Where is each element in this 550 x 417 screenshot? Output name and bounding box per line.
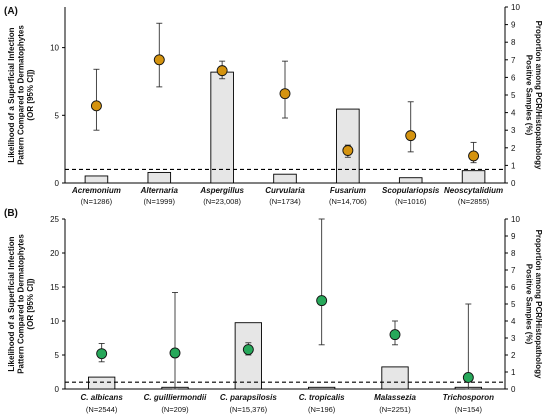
right-tick-label: 3 (511, 126, 516, 135)
right-tick-label: 7 (511, 266, 516, 275)
chart-panel-b: (B) 0 5 10 15 20 25 0 1 2 3 4 5 6 7 8 9 10 C. albicans C. g… (4, 208, 543, 414)
bar (147, 171, 172, 184)
bar (84, 175, 109, 184)
right-tick-label: 2 (511, 144, 516, 153)
right-axis-title-line: Proportion among PCR/Histopathology (534, 21, 543, 170)
category-label: Trichosporon (443, 393, 495, 402)
category-label: Neoscytalidium (444, 186, 503, 195)
left-tick-label: 5 (55, 351, 60, 360)
right-tick-label: 8 (511, 249, 516, 258)
or-marker (242, 344, 254, 356)
left-axis-title-line: Likelihood of a Superficial Infection (7, 27, 16, 162)
sample-size-label: (N=14,706) (329, 197, 367, 206)
category-label: Fusarium (330, 186, 366, 195)
or-marker (169, 347, 181, 359)
sample-size-label: (N=15,376) (229, 405, 267, 414)
right-axis-title: Proportion among PCR/HistopathologyPosit… (525, 230, 544, 379)
category-label: Alternaria (140, 186, 179, 195)
category-label: Scopulariopsis (382, 186, 440, 195)
left-tick-label: 10 (50, 317, 59, 326)
or-marker (342, 145, 354, 156)
or-marker (468, 150, 480, 162)
left-tick-label: 10 (50, 44, 59, 53)
or-marker (316, 295, 328, 307)
left-axis-title-line: Pattern Compared to Dermatophytes (17, 25, 26, 165)
right-tick-label: 6 (511, 73, 516, 82)
or-marker (90, 100, 102, 112)
bar (273, 173, 297, 184)
category-label: Aspergillus (199, 186, 244, 195)
sample-size-label: (N=196) (308, 405, 336, 414)
or-marker (96, 348, 108, 360)
category-label: C. guilliermondii (144, 393, 207, 402)
right-tick-label: 8 (511, 38, 516, 47)
left-axis-title-line: Likelihood of a Superficial Infection (7, 236, 16, 371)
or-marker (462, 371, 474, 383)
right-tick-label: 0 (511, 385, 516, 394)
sample-size-label: (N=1286) (81, 197, 113, 206)
left-axis-title-line: Pattern Compared to Dermatophytes (17, 234, 26, 374)
or-marker (405, 130, 417, 142)
right-tick-label: 5 (511, 300, 516, 309)
left-tick-label: 0 (55, 179, 60, 188)
panel-label: (A) (4, 6, 18, 17)
right-tick-label: 3 (511, 334, 516, 343)
right-tick-label: 0 (511, 179, 516, 188)
right-tick-label: 10 (511, 215, 520, 224)
right-tick-label: 5 (511, 91, 516, 100)
chart-panel-a: (A) 0 5 10 0 1 2 3 4 5 6 7 8 9 10 Acremonium Alternaria A… (4, 3, 543, 206)
right-tick-label: 10 (511, 3, 520, 12)
sample-size-label: (N=1016) (395, 197, 427, 206)
left-tick-label: 5 (55, 111, 60, 120)
right-axis-title-line: Proportion among PCR/Histopathology (534, 230, 543, 379)
or-marker (153, 54, 165, 66)
panel-label: (B) (4, 208, 18, 219)
bar (381, 366, 409, 390)
category-label: C. albicans (81, 393, 124, 402)
left-tick-label: 0 (55, 385, 60, 394)
left-axis-title: Likelihood of a Superficial InfectionPat… (7, 25, 35, 165)
category-label: Acremonium (71, 186, 121, 195)
bar (461, 170, 486, 184)
bar (234, 322, 262, 390)
bar (210, 71, 234, 184)
right-tick-label: 1 (511, 368, 516, 377)
sample-size-label: (N=209) (161, 405, 189, 414)
category-label: C. tropicalis (299, 393, 345, 402)
or-marker (389, 329, 401, 341)
right-axis-title: Proportion among PCR/HistopathologyPosit… (525, 21, 544, 170)
right-tick-label: 9 (511, 21, 516, 30)
bar (398, 177, 423, 184)
right-tick-label: 2 (511, 351, 516, 360)
sample-size-label: (N=2544) (86, 405, 118, 414)
right-tick-label: 7 (511, 56, 516, 65)
sample-size-label: (N=2251) (379, 405, 411, 414)
sample-size-label: (N=23,008) (203, 197, 241, 206)
bar (308, 386, 336, 390)
sample-size-label: (N=1999) (144, 197, 176, 206)
left-tick-label: 15 (50, 283, 59, 292)
right-axis-title-line: Positive Samples (%) (525, 264, 534, 345)
sample-size-label: (N=2855) (458, 197, 490, 206)
or-marker (216, 65, 228, 77)
right-tick-label: 4 (511, 317, 516, 326)
category-label: Malassezia (374, 393, 416, 402)
sample-size-label: (N=154) (455, 405, 483, 414)
left-tick-label: 20 (50, 249, 59, 258)
right-tick-label: 4 (511, 109, 516, 118)
category-label: C. parapsilosis (220, 393, 277, 402)
or-marker (279, 88, 291, 100)
left-axis-title: Likelihood of a Superficial InfectionPat… (7, 234, 35, 374)
right-tick-label: 1 (511, 161, 516, 170)
left-axis-title-line: (OR [95% CI]) (26, 278, 35, 329)
left-axis-title-line: (OR [95% CI]) (26, 69, 35, 120)
left-tick-label: 25 (50, 215, 59, 224)
right-tick-label: 9 (511, 232, 516, 241)
category-label: Curvularia (265, 186, 305, 195)
right-tick-label: 6 (511, 283, 516, 292)
right-axis-title-line: Positive Samples (%) (525, 55, 534, 136)
bar (88, 376, 116, 390)
sample-size-label: (N=1734) (269, 197, 301, 206)
